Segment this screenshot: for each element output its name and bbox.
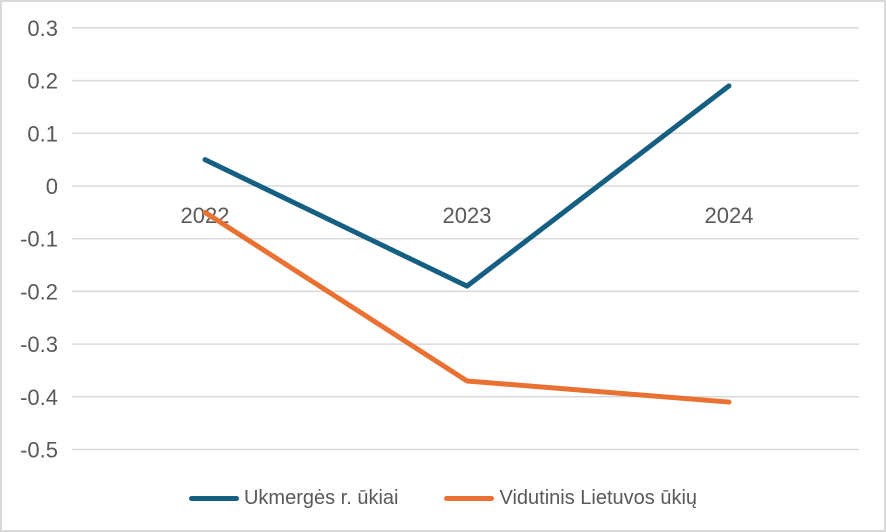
- legend-item-ukmerges: Ukmergės r. ūkiai: [188, 486, 399, 510]
- y-axis-tick-label: 0.1: [27, 121, 58, 146]
- y-axis-tick-label: -0.5: [20, 438, 58, 463]
- y-axis-tick-label: -0.3: [20, 332, 58, 357]
- legend-label-vidutinis: Vidutinis Lietuvos ūkių: [499, 486, 698, 509]
- legend-swatch-vidutinis: [444, 495, 495, 501]
- y-axis-tick-label: -0.1: [20, 227, 58, 252]
- legend-label-ukmerges: Ukmergės r. ūkiai: [243, 486, 399, 509]
- chart-legend: Ukmergės r. ūkiai Vidutinis Lietuvos ūki…: [2, 484, 884, 512]
- y-axis-tick-label: 0: [46, 174, 58, 199]
- y-axis-tick-label: -0.4: [20, 385, 58, 410]
- y-axis-tick-label: 0.3: [27, 16, 58, 41]
- legend-item-vidutinis: Vidutinis Lietuvos ūkių: [444, 487, 697, 510]
- x-axis-tick-label: 2024: [705, 203, 754, 228]
- y-axis-tick-label: 0.2: [27, 69, 58, 94]
- legend-swatch-ukmerges: [188, 495, 239, 501]
- x-axis-tick-label: 2023: [443, 203, 492, 228]
- y-axis-tick-label: -0.2: [20, 279, 58, 304]
- series-line-1: [202, 209, 732, 405]
- series-line-0: [202, 83, 732, 289]
